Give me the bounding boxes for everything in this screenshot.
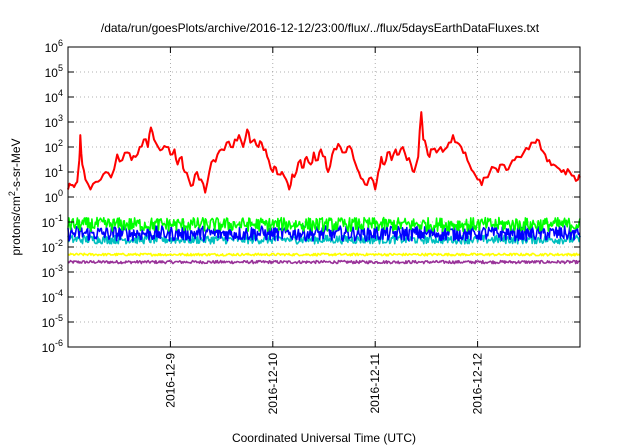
series-line-1 <box>67 216 581 233</box>
y-tick-exp: 0 <box>58 188 63 198</box>
y-tick-base: 10 <box>45 66 59 80</box>
y-tick-base: 10 <box>42 291 56 305</box>
y-tick-base: 10 <box>45 166 59 180</box>
grid-lines <box>68 47 580 347</box>
y-tick-exp: 4 <box>58 88 63 98</box>
y-axis-title-base: protons/cm <box>9 196 23 255</box>
y-tick-exp: -4 <box>55 288 63 298</box>
x-tick-label: 2016-12-12 <box>471 353 485 415</box>
y-tick-base: 10 <box>45 191 59 205</box>
x-tick-label: 2016-12-11 <box>368 353 382 414</box>
y-tick-label: 104 <box>45 88 63 105</box>
y-tick-base: 10 <box>42 316 56 330</box>
y-tick-label: 10-1 <box>42 213 63 230</box>
series-layer <box>67 111 581 265</box>
y-tick-label: 10-4 <box>42 288 63 305</box>
series-line-5 <box>67 259 581 265</box>
y-tick-base: 10 <box>45 91 59 105</box>
y-tick-base: 10 <box>45 41 59 55</box>
y-tick-label: 10-2 <box>42 238 63 255</box>
chart-title: /data/run/goesPlots/archive/2016-12-12/2… <box>101 21 540 35</box>
y-axis-title-sup: 2 <box>7 191 17 196</box>
y-axis-title: protons/cm2-s-sr-MeV <box>7 138 23 255</box>
series-line-4 <box>67 252 581 257</box>
y-tick-exp: -6 <box>55 338 63 348</box>
x-axis: 2016-12-9 2016-12-10 2016-12-11 2016-12-12 <box>163 47 485 415</box>
y-tick-base: 10 <box>42 341 56 355</box>
y-tick-base: 10 <box>42 266 56 280</box>
y-tick-exp: 1 <box>58 163 63 173</box>
y-tick-exp: 5 <box>58 63 63 73</box>
y-tick-label: 103 <box>45 113 63 130</box>
x-tick-label: 2016-12-9 <box>163 353 177 408</box>
y-tick-base: 10 <box>45 141 59 155</box>
y-tick-exp: -2 <box>55 238 63 248</box>
x-axis-title: Coordinated Universal Time (UTC) <box>232 431 416 445</box>
y-tick-label: 100 <box>45 188 63 205</box>
y-tick-exp: 6 <box>58 38 63 48</box>
y-tick-base: 10 <box>42 241 56 255</box>
y-tick-label: 106 <box>45 38 63 55</box>
y-tick-exp: 3 <box>58 113 63 123</box>
y-tick-exp: 2 <box>58 138 63 148</box>
y-tick-label: 10-5 <box>42 313 63 330</box>
x-tick-label: 2016-12-10 <box>266 353 280 415</box>
y-tick-label: 10-3 <box>42 263 63 280</box>
y-tick-label: 101 <box>45 163 63 180</box>
y-tick-exp: -3 <box>55 263 63 273</box>
y-tick-exp: -1 <box>55 213 63 223</box>
series-line-0 <box>67 111 581 194</box>
y-tick-label: 102 <box>45 138 63 155</box>
y-tick-base: 10 <box>42 216 56 230</box>
y-tick-base: 10 <box>45 116 59 130</box>
y-tick-exp: -5 <box>55 313 63 323</box>
y-axis: 10-610-510-410-310-210-11001011021031041… <box>42 38 580 355</box>
y-axis-title-rest: -s-sr-MeV <box>9 138 23 191</box>
y-tick-label: 105 <box>45 63 63 80</box>
y-tick-label: 10-6 <box>42 338 63 355</box>
